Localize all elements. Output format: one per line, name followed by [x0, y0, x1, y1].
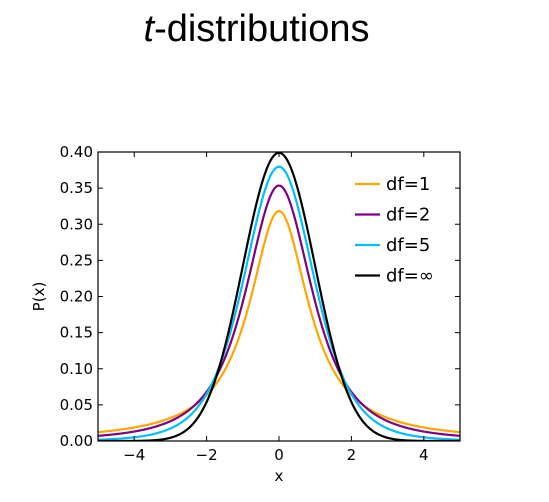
x-tick-label: −4: [123, 446, 145, 464]
series-line-4: [98, 151, 460, 441]
y-axis-label: P(x): [30, 282, 48, 312]
axis-ticks: −4 −2 0 2 4 0.00 0.05 0.10 0.15 0.20 0.25 0.30 0.35 0…: [60, 143, 460, 464]
series-line-3: [98, 165, 460, 441]
series-line-1: [98, 209, 460, 434]
x-tick-label: −2: [196, 446, 218, 464]
y-tick-label: 0.40: [60, 143, 93, 161]
series-line-2: [98, 184, 460, 437]
slide-title-rest: -distributions: [154, 8, 370, 50]
legend: df=1 df=2 df=5 df=∞: [355, 174, 434, 287]
x-tick-label: 2: [347, 446, 357, 464]
y-tick-label: 0.35: [60, 179, 93, 197]
x-tick-label: 4: [419, 446, 429, 464]
y-tick-label: 0.25: [60, 251, 93, 269]
legend-label-1: df=1: [386, 174, 430, 195]
y-tick-label: 0.10: [60, 360, 93, 378]
plot-frame: [97, 151, 461, 442]
y-tick-label: 0.05: [60, 396, 93, 414]
y-tick-label: 0.30: [60, 215, 93, 233]
curves-layer: [98, 151, 460, 441]
x-axis-label: x: [275, 467, 284, 485]
y-tick-label: 0.00: [60, 432, 93, 450]
y-tick-label: 0.20: [60, 288, 93, 306]
legend-label-3: df=5: [386, 235, 430, 256]
legend-label-4: df=∞: [386, 266, 434, 287]
y-tick-label: 0.15: [60, 324, 93, 342]
x-tick-label: 0: [274, 446, 284, 464]
slide-title: t-distributions: [0, 8, 513, 51]
legend-label-2: df=2: [386, 205, 430, 226]
slide-title-italic: t: [143, 8, 155, 50]
